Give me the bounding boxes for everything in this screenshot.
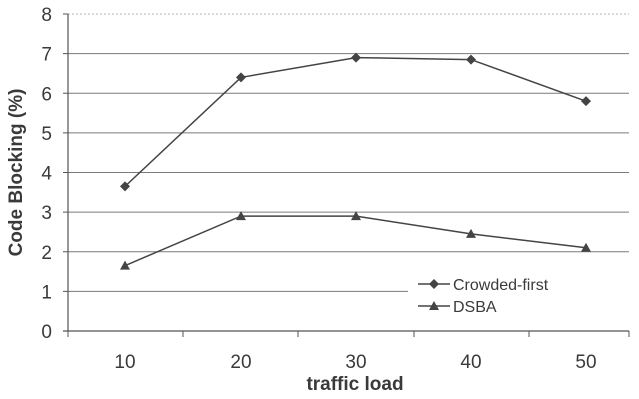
x-tick-label: 40: [460, 352, 481, 373]
y-axis-title: Code Blocking (%): [6, 89, 27, 257]
data-point-triangle: [120, 260, 130, 270]
x-tick-label: 30: [345, 352, 366, 373]
legend-marker-triangle: [429, 301, 439, 310]
y-tick-label: 1: [41, 282, 52, 303]
series-line: [124, 215, 587, 267]
y-tick-label: 0: [41, 322, 52, 343]
y-tick-label: 3: [41, 203, 52, 224]
x-tick-label: 50: [575, 352, 596, 373]
data-point-triangle: [466, 228, 476, 238]
data-point-triangle: [236, 211, 246, 221]
y-tick-labels: 0 1 2 3 4 5 6 7 8: [41, 5, 68, 343]
y-tick-label: 7: [41, 45, 52, 66]
gridlines: [68, 13, 629, 292]
data-point-diamond: [236, 72, 246, 83]
legend-label: Crowded-first: [453, 277, 549, 294]
data-point-triangle: [351, 211, 361, 221]
y-tick-label: 4: [41, 164, 52, 185]
data-point-diamond: [581, 96, 591, 107]
data-point-triangle: [581, 242, 591, 252]
y-tick-label: 8: [41, 5, 52, 26]
y-tick-label: 6: [41, 84, 52, 105]
x-tick-label: 10: [114, 352, 135, 373]
series-line: [124, 56, 587, 187]
legend: Crowded-first DSBA: [408, 265, 630, 319]
legend-marker-diamond: [429, 279, 439, 289]
y-tick-label: 5: [41, 124, 52, 145]
x-axis-title: traffic load: [306, 374, 403, 395]
data-point-diamond: [120, 181, 130, 192]
data-point-diamond: [466, 54, 476, 65]
data-series: [120, 52, 591, 270]
legend-box: [408, 265, 630, 319]
data-point-diamond: [351, 52, 361, 63]
x-tick-label: 20: [230, 352, 251, 373]
x-tick-labels: 10 20 30 40 50: [67, 331, 630, 373]
legend-label: DSBA: [453, 299, 497, 316]
y-tick-label: 2: [41, 243, 52, 264]
